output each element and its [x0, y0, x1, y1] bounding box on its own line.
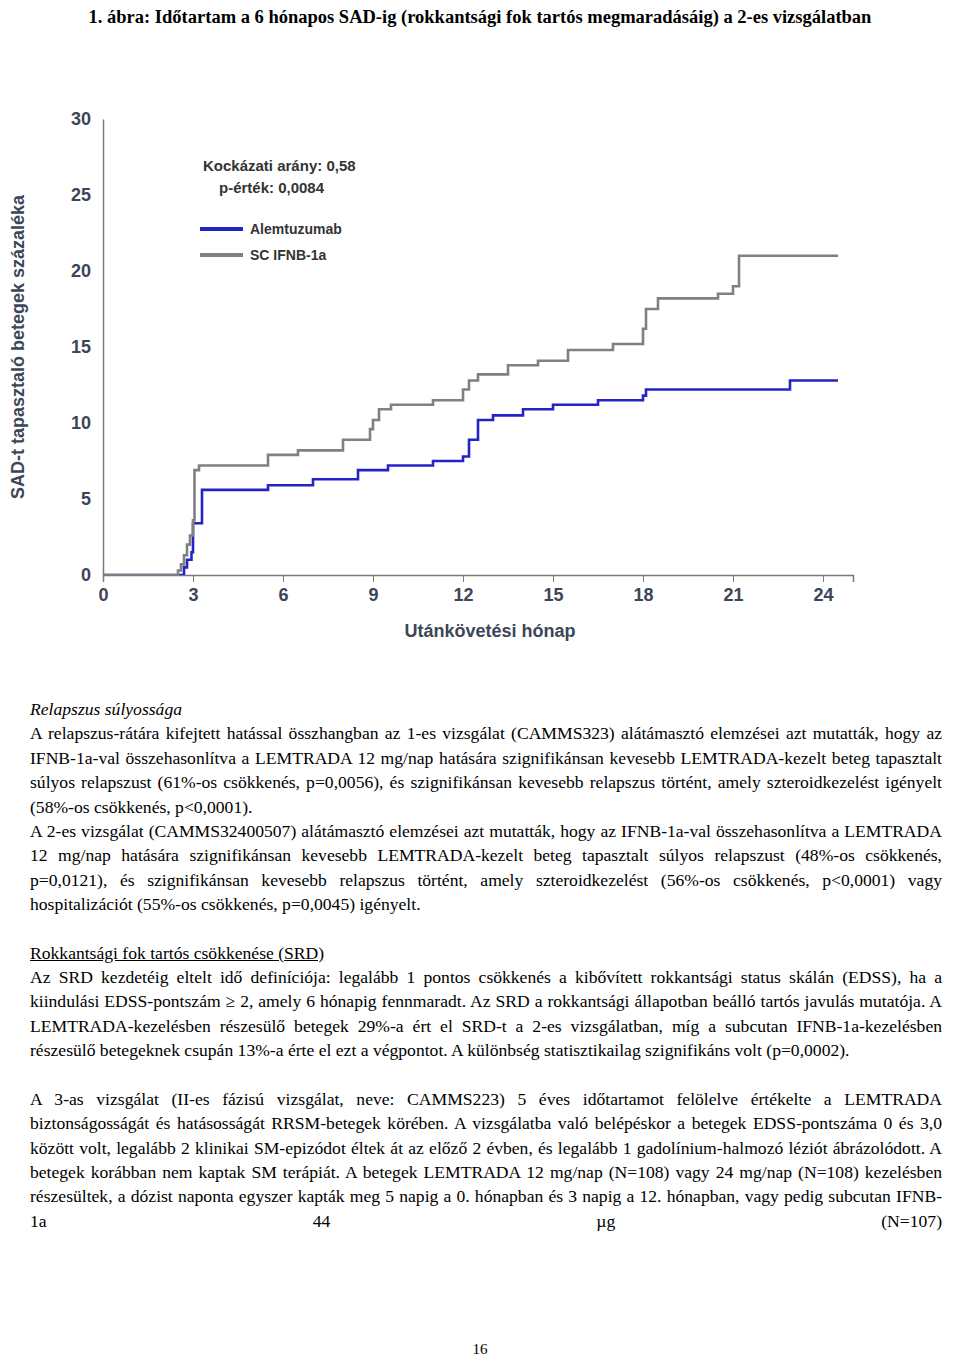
y-tick-label: 15	[71, 337, 91, 357]
x-tick: 6	[278, 575, 288, 605]
body-text: Relapszus súlyosságaA relapszus-rátára k…	[30, 697, 942, 1233]
y-tick-label: 0	[81, 565, 91, 585]
x-tick: 18	[633, 575, 653, 605]
x-tick-label: 12	[453, 585, 473, 605]
y-tick-label: 10	[71, 413, 91, 433]
x-tick: 9	[368, 575, 378, 605]
legend: Alemtuzumab SC IFNB-1a	[200, 221, 342, 263]
y-tick-label: 5	[81, 489, 91, 509]
x-axis-line	[104, 576, 854, 583]
paragraph: A 2-es vizsgálat (CAMMS32400507) alátáma…	[30, 819, 942, 917]
x-tick: 24	[813, 575, 833, 605]
legend-label: SC IFNB-1a	[250, 247, 326, 263]
legend-label: Alemtuzumab	[250, 221, 342, 237]
x-tick-label: 3	[188, 585, 198, 605]
x-tick-label: 24	[813, 585, 833, 605]
x-tick: 0	[98, 575, 108, 605]
legend-swatch	[200, 227, 243, 231]
x-tick-label: 9	[368, 585, 378, 605]
annotation: Kockázati arány: 0,58	[203, 157, 356, 174]
series-line	[103, 256, 838, 575]
x-tick-label: 18	[633, 585, 653, 605]
x-tick-mark	[283, 575, 284, 582]
x-tick-mark	[463, 575, 464, 582]
y-tick-label: 20	[71, 261, 91, 281]
x-tick-mark	[643, 575, 644, 582]
x-tick-label: 21	[723, 585, 743, 605]
y-tick: 5	[81, 489, 103, 509]
x-tick-mark	[193, 575, 194, 582]
section-heading: Relapszus súlyossága	[30, 697, 942, 721]
plot-area	[103, 256, 838, 575]
x-tick: 21	[723, 575, 743, 605]
x-axis: 0 3 6 9 12 15 18 21 24	[98, 575, 853, 605]
y-axis: 0 5 10 15 20 25 30	[71, 109, 104, 585]
paragraph: Az SRD kezdetéig eltelt idő definíciója:…	[30, 965, 942, 1063]
legend-swatch	[200, 253, 243, 257]
y-tick-label: 30	[71, 109, 91, 129]
page-number: 16	[0, 1341, 960, 1358]
paragraph: A 3-as vizsgálat (II-es fázisú vizsgálat…	[30, 1087, 942, 1233]
x-tick: 3	[188, 575, 198, 605]
x-tick: 12	[453, 575, 473, 605]
paragraph: A relapszus-rátára kifejtett hatással ös…	[30, 721, 942, 819]
y-tick: 25	[71, 185, 103, 205]
x-tick-mark	[553, 575, 554, 582]
x-tick-label: 15	[543, 585, 563, 605]
x-axis-title: Utánkövetési hónap	[404, 621, 575, 641]
y-axis-title: SAD-t tapasztaló betegek százaléka	[8, 194, 28, 499]
annotation: p-érték: 0,0084	[219, 179, 325, 196]
annotations: Kockázati arány: 0,58 p-érték: 0,0084	[203, 157, 356, 196]
y-tick: 0	[81, 565, 103, 585]
series-line	[103, 380, 838, 575]
y-tick-label: 25	[71, 185, 91, 205]
y-tick: 15	[71, 337, 103, 357]
x-tick-mark	[823, 575, 824, 582]
x-tick: 15	[543, 575, 563, 605]
section-heading: Rokkantsági fok tartós csökkenése (SRD)	[30, 941, 942, 965]
chart: 0 3 6 9 12 15 18 21 24 0 5 10 15 20 25 30 Utánkövetési h…	[0, 0, 960, 680]
figure-title: 1. ábra: Időtartam a 6 hónapos SAD-ig (r…	[40, 4, 920, 30]
y-tick: 10	[71, 413, 103, 433]
x-tick-mark	[733, 575, 734, 582]
x-tick-mark	[103, 575, 104, 582]
y-tick: 30	[71, 109, 103, 129]
x-tick-label: 0	[98, 585, 108, 605]
y-axis-line	[103, 120, 105, 576]
x-tick-mark	[373, 575, 374, 582]
x-tick-label: 6	[278, 585, 288, 605]
y-tick: 20	[71, 261, 103, 281]
